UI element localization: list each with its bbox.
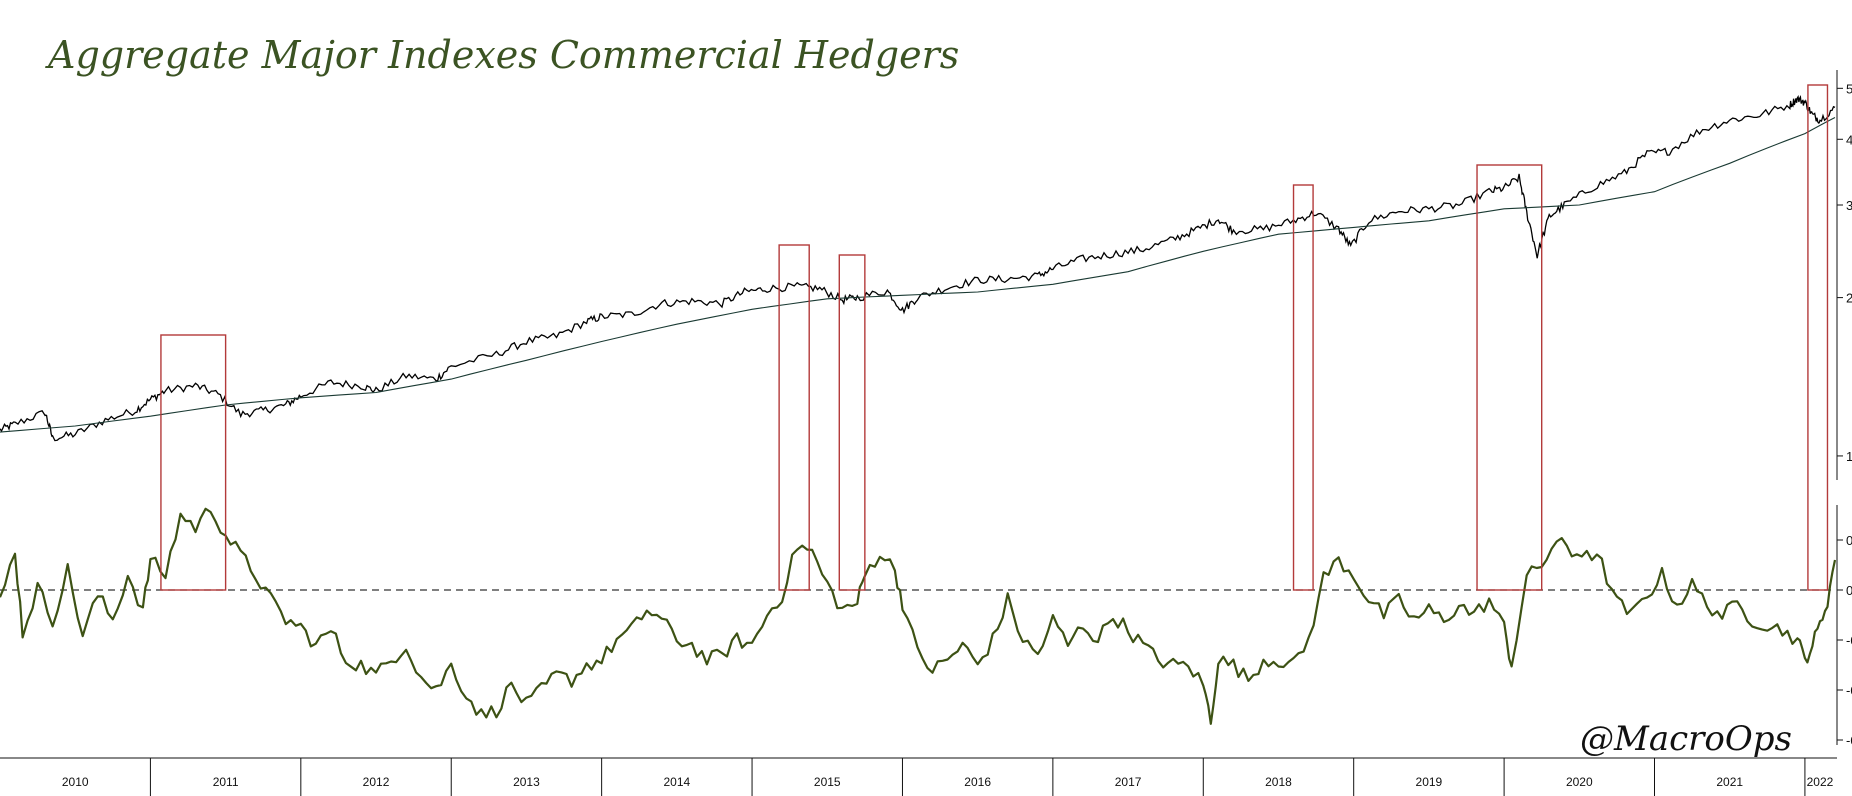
hedgers-tick-label: -0.4M (1846, 683, 1852, 698)
signal-box (1476, 164, 1543, 591)
hedgers-panel: 0.2M 0 -0.2M -0.4M -0.6M (0, 505, 1852, 748)
year-label: 2017 (1115, 775, 1142, 789)
signal-box (778, 244, 810, 591)
year-label: 2021 (1716, 775, 1743, 789)
price-tick-label: 5000 (1846, 81, 1852, 96)
signal-box (1807, 84, 1829, 591)
price-tick-label: 2000 (1846, 291, 1852, 306)
price-tick-label: 3000 (1846, 198, 1852, 213)
moving-average-line (0, 117, 1836, 433)
hedgers-tick-label: -0.6M (1846, 733, 1852, 748)
signal-box (160, 334, 227, 591)
year-label: 2020 (1566, 775, 1593, 789)
year-label: 2010 (62, 775, 89, 789)
year-label: 2014 (663, 775, 690, 789)
year-label: 2011 (213, 775, 239, 789)
year-label: 2013 (513, 775, 540, 789)
year-axis: 2010 2011 2012 2013 2014 2015 2016 2017 2018 2019… (0, 757, 1837, 796)
signal-boxes (160, 84, 1829, 591)
signal-box (1292, 184, 1314, 591)
signal-box (838, 254, 866, 591)
chart-title: Aggregate Major Indexes Commercial Hedge… (45, 33, 959, 77)
year-label: 2015 (814, 775, 841, 789)
year-label: 2018 (1265, 775, 1292, 789)
price-series-line (0, 94, 1836, 442)
hedgers-tick-label: 0 (1846, 583, 1852, 598)
year-label: 2019 (1416, 775, 1443, 789)
price-tick-label: 4000 (1846, 132, 1852, 147)
year-label: 2016 (964, 775, 991, 789)
price-tick-label: 1000 (1846, 449, 1852, 464)
watermark: @MacroOps (1580, 719, 1792, 759)
year-label: 2012 (363, 775, 390, 789)
hedgers-series-line (0, 507, 1837, 725)
hedgers-tick-label: -0.2M (1846, 633, 1852, 648)
hedgers-tick-label: 0.2M (1846, 533, 1852, 548)
price-panel: 5000 4000 3000 2000 1000 (0, 70, 1852, 480)
year-label: 2022 (1807, 775, 1834, 789)
